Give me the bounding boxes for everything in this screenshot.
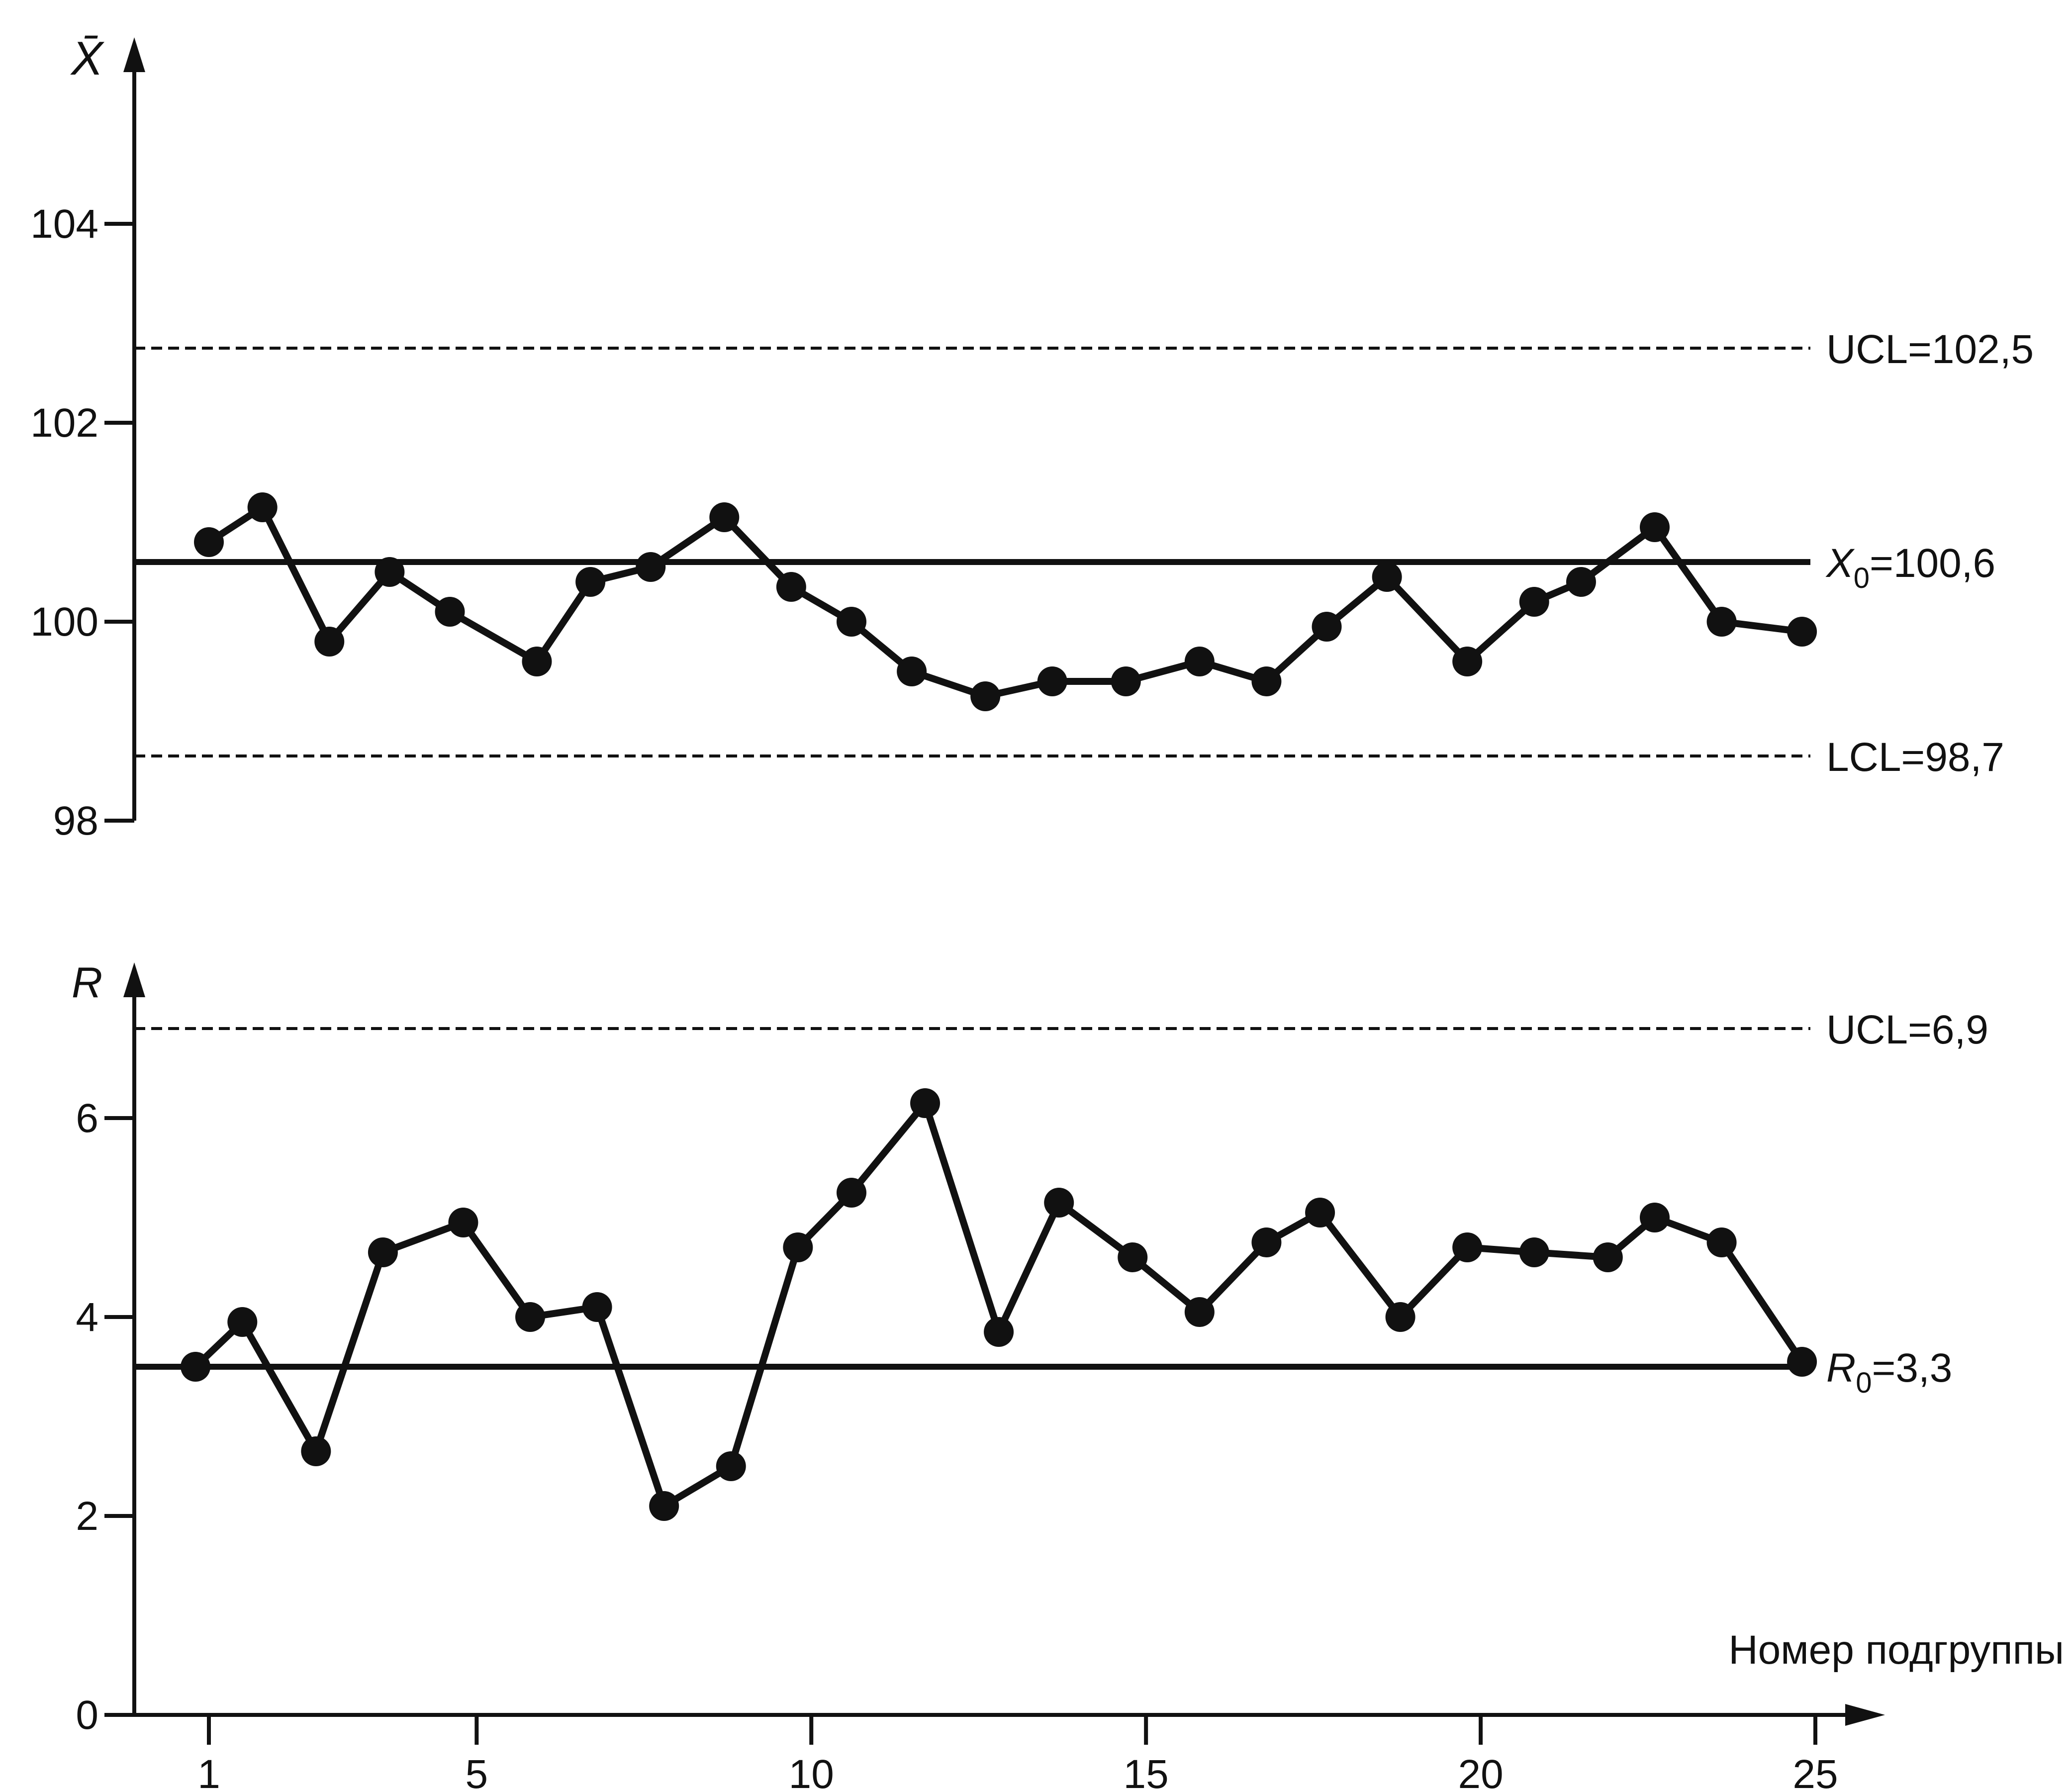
xbar-ylabel: X̄ [70, 32, 105, 85]
xbar-data-point [194, 527, 224, 557]
range-reference-label: UCL=6,9 [1826, 1007, 1988, 1052]
range-data-point [1118, 1242, 1148, 1272]
xbar-data-point [1184, 647, 1215, 676]
range-data-point [1640, 1203, 1670, 1232]
range-data-point [1251, 1227, 1282, 1257]
xbar-data-point [1111, 666, 1141, 696]
xbar-data-point [709, 502, 740, 532]
range-data-point [649, 1491, 679, 1521]
xbar-data-point [1452, 647, 1483, 676]
range-data-point [984, 1317, 1014, 1347]
range-x-tick-label: 15 [1124, 1752, 1169, 1791]
range-reference-lines: UCL=6,9 R0=3,3 [134, 1007, 1988, 1399]
xbar-data-point [1251, 666, 1282, 696]
range-x-ticks: 1 5 10 15 20 25 [197, 1715, 1838, 1791]
xbar-y-ticks: 98 100 102 104 [30, 201, 134, 844]
range-x-tick-label: 1 [197, 1752, 220, 1791]
range-x-axis-arrow [1845, 1704, 1885, 1726]
range-data-point [1593, 1242, 1623, 1272]
range-data-point [910, 1088, 941, 1118]
xbar-series [194, 492, 1817, 711]
range-ylabel: R [72, 959, 102, 1007]
range-data-point [1452, 1232, 1483, 1262]
range-y-tick-label: 6 [76, 1096, 98, 1141]
range-data-point [716, 1451, 746, 1481]
range-y-axis-arrow [123, 962, 145, 997]
xbar-data-point [1566, 567, 1596, 597]
xbar-data-point [314, 627, 345, 657]
xbar-y-tick-label: 102 [30, 400, 98, 446]
range-data-point [1044, 1188, 1074, 1218]
range-data-point [837, 1178, 866, 1208]
xbar-data-point [1706, 607, 1737, 637]
range-y-tick-label: 4 [76, 1295, 98, 1340]
range-data-point [1519, 1237, 1549, 1267]
range-data-point [1706, 1227, 1737, 1257]
range-series [181, 1088, 1817, 1521]
range-y-tick-label: 2 [76, 1494, 98, 1539]
range-data-point [181, 1352, 211, 1382]
xbar-reference-label: LCL=98,7 [1826, 735, 2004, 780]
xbar-y-tick-label: 104 [30, 201, 98, 247]
range-x-tick-label: 10 [789, 1752, 834, 1791]
range-data-point [515, 1302, 545, 1332]
xbar-data-point [575, 567, 606, 597]
xbar-data-point [435, 597, 465, 627]
xbar-data-point [1372, 562, 1402, 592]
xbar-data-point [897, 657, 927, 686]
xbar-data-point [776, 572, 806, 602]
range-data-point [448, 1208, 478, 1237]
range-data-point [783, 1232, 813, 1262]
xbar-reference-lines: UCL=102,5 X0=100,6 LCL=98,7 [134, 327, 2034, 780]
range-x-tick-label: 5 [466, 1752, 488, 1791]
xbar-y-axis-arrow [123, 37, 145, 72]
range-data-point [582, 1292, 612, 1322]
range-data-point [227, 1307, 258, 1337]
xbar-reference-label: X0=100,6 [1825, 541, 1995, 594]
xbar-chart: X̄ 98 100 102 104 UCL=102,5 X0=100,6 LCL=98,7 [30, 32, 2034, 844]
range-data-point [1385, 1302, 1415, 1332]
xbar-ylabel-text: X̄ [70, 32, 105, 85]
xbar-data-point [375, 557, 405, 587]
range-data-point [301, 1436, 331, 1466]
xbar-data-point [1037, 666, 1067, 696]
xbar-data-point [1519, 587, 1549, 617]
xbar-data-point [1787, 617, 1817, 647]
range-x-tick-label: 25 [1792, 1752, 1838, 1791]
xbar-data-point [970, 681, 1001, 711]
range-y-ticks: 0 2 4 6 [76, 1096, 134, 1738]
xbar-reference-label: UCL=102,5 [1826, 327, 2034, 372]
range-data-point [1305, 1198, 1335, 1227]
xbar-data-point [837, 607, 866, 637]
xbar-data-point [1312, 612, 1342, 642]
range-series-line [193, 1100, 1805, 1509]
range-xlabel: Номер подгруппы [1728, 1627, 2064, 1673]
range-data-point [1787, 1347, 1817, 1377]
range-y-tick-label: 0 [76, 1693, 98, 1738]
xbar-data-point [522, 647, 552, 676]
range-x-tick-label: 20 [1458, 1752, 1503, 1791]
xbar-data-point [1640, 512, 1670, 542]
xbar-y-tick-label: 100 [30, 599, 98, 645]
range-data-point [368, 1237, 398, 1267]
range-reference-label: R0=3,3 [1826, 1345, 1952, 1399]
xbar-y-tick-label: 98 [53, 798, 98, 844]
xbar-data-point [247, 492, 278, 522]
range-data-point [1184, 1297, 1215, 1327]
xbar-data-point [636, 552, 666, 582]
